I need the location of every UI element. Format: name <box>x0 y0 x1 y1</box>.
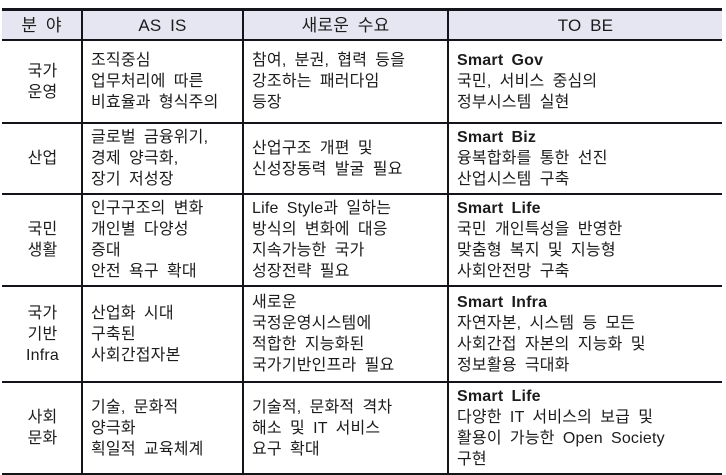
header-field: 분 야 <box>2 9 82 40</box>
transformation-table: 분 야 AS IS 새로운 수요 TO BE 국가 운영 조직중심 업무처리에 … <box>2 8 722 475</box>
table-row: 국가 운영 조직중심 업무처리에 따른 비효율과 형식주의 참여, 분권, 협력… <box>2 40 722 123</box>
table-row: 국민 생활 인구구조의 변화 개인별 다양성 증대 안전 욕구 확대 Life … <box>2 194 722 286</box>
to-be-cell: Smart Gov 국민, 서비스 중심의 정부시스템 실현 <box>447 40 722 123</box>
as-is-cell: 글로벌 금융위기, 경제 양극화, 장기 저성장 <box>81 123 243 194</box>
new-demand-cell: 기술적, 문화적 격차 해소 및 IT 서비스 요구 확대 <box>242 382 448 474</box>
as-is-to-be-table-container: 분 야 AS IS 새로운 수요 TO BE 국가 운영 조직중심 업무처리에 … <box>2 8 722 475</box>
to-be-cell: Smart Infra 자연자본, 시스템 등 모든 사회간접 자본의 지능화 … <box>447 286 722 382</box>
field-label: 사회 문화 <box>27 409 58 447</box>
field-label: 국가 운영 <box>27 62 58 101</box>
as-is-text: 조직중심 업무처리에 따른 비효율과 형식주의 <box>91 52 219 111</box>
as-is-cell: 기술, 문화적 양극화 획일적 교육체계 <box>81 382 243 474</box>
new-demand-text: 기술적, 문화적 격차 해소 및 IT 서비스 요구 확대 <box>252 398 393 458</box>
new-demand-text: 새로운 국정운영시스템에 적합한 지능화된 국가기반인프라 필요 <box>252 294 395 374</box>
as-is-text: 인구구조의 변화 개인별 다양성 증대 안전 욕구 확대 <box>91 200 204 280</box>
header-to-be: TO BE <box>447 9 722 40</box>
new-demand-cell: 산업구조 개편 및 신성장동력 발굴 필요 <box>242 123 448 194</box>
to-be-text: 국민 개인특성을 반영한 맞춤형 복지 및 지능형 사회안전망 구축 <box>457 221 623 280</box>
to-be-text: 자연자본, 시스템 등 모든 사회간접 자본의 지능화 및 정보활용 극대화 <box>457 315 646 374</box>
field-cell: 국민 생활 <box>2 194 82 286</box>
to-be-text: 다양한 IT 서비스의 보급 및 활용이 가능한 Open Society 구현 <box>457 409 665 468</box>
field-cell: 산업 <box>2 123 82 194</box>
field-label: 국민 생활 <box>27 221 58 259</box>
to-be-title: Smart Infra <box>457 294 548 311</box>
new-demand-text: Life Style과 일하는 방식의 변화에 대응 지속가능한 국가 성장전략… <box>252 200 392 280</box>
to-be-cell: Smart Life 다양한 IT 서비스의 보급 및 활용이 가능한 Open… <box>447 382 722 474</box>
to-be-title: Smart Gov <box>457 52 544 69</box>
header-new-demand: 새로운 수요 <box>242 9 448 40</box>
new-demand-cell: Life Style과 일하는 방식의 변화에 대응 지속가능한 국가 성장전략… <box>242 194 448 286</box>
new-demand-cell: 새로운 국정운영시스템에 적합한 지능화된 국가기반인프라 필요 <box>242 286 448 382</box>
to-be-text: 융복합화를 통한 선진 산업시스템 구축 <box>457 150 608 188</box>
field-cell: 국가 운영 <box>2 40 82 123</box>
to-be-title: Smart Life <box>457 200 541 217</box>
field-label: 산업 <box>27 150 58 167</box>
new-demand-cell: 참여, 분권, 협력 등을 강조하는 패러다임 등장 <box>242 40 448 123</box>
header-as-is: AS IS <box>81 9 243 40</box>
as-is-cell: 인구구조의 변화 개인별 다양성 증대 안전 욕구 확대 <box>81 194 243 286</box>
as-is-text: 기술, 문화적 양극화 획일적 교육체계 <box>91 398 204 458</box>
as-is-cell: 조직중심 업무처리에 따른 비효율과 형식주의 <box>81 40 243 123</box>
to-be-title: Smart Life <box>457 388 541 405</box>
as-is-text: 산업화 시대 구축된 사회간접자본 <box>91 304 181 364</box>
field-cell: 사회 문화 <box>2 382 82 474</box>
to-be-text: 국민, 서비스 중심의 정부시스템 실현 <box>457 73 598 111</box>
new-demand-text: 참여, 분권, 협력 등을 강조하는 패러다임 등장 <box>252 52 406 111</box>
to-be-cell: Smart Biz 융복합화를 통한 선진 산업시스템 구축 <box>447 123 722 194</box>
to-be-cell: Smart Life 국민 개인특성을 반영한 맞춤형 복지 및 지능형 사회안… <box>447 194 722 286</box>
to-be-title: Smart Biz <box>457 129 537 146</box>
table-row: 사회 문화 기술, 문화적 양극화 획일적 교육체계 기술적, 문화적 격차 해… <box>2 382 722 474</box>
new-demand-text: 산업구조 개편 및 신성장동력 발굴 필요 <box>252 139 403 178</box>
field-cell: 국가 기반 Infra <box>2 286 82 382</box>
field-label: 국가 기반 Infra <box>25 304 59 364</box>
table-row: 국가 기반 Infra 산업화 시대 구축된 사회간접자본 새로운 국정운영시스… <box>2 286 722 382</box>
header-row: 분 야 AS IS 새로운 수요 TO BE <box>2 9 722 40</box>
as-is-text: 글로벌 금융위기, 경제 양극화, 장기 저성장 <box>91 129 209 188</box>
table-row: 산업 글로벌 금융위기, 경제 양극화, 장기 저성장 산업구조 개편 및 신성… <box>2 123 722 194</box>
as-is-cell: 산업화 시대 구축된 사회간접자본 <box>81 286 243 382</box>
